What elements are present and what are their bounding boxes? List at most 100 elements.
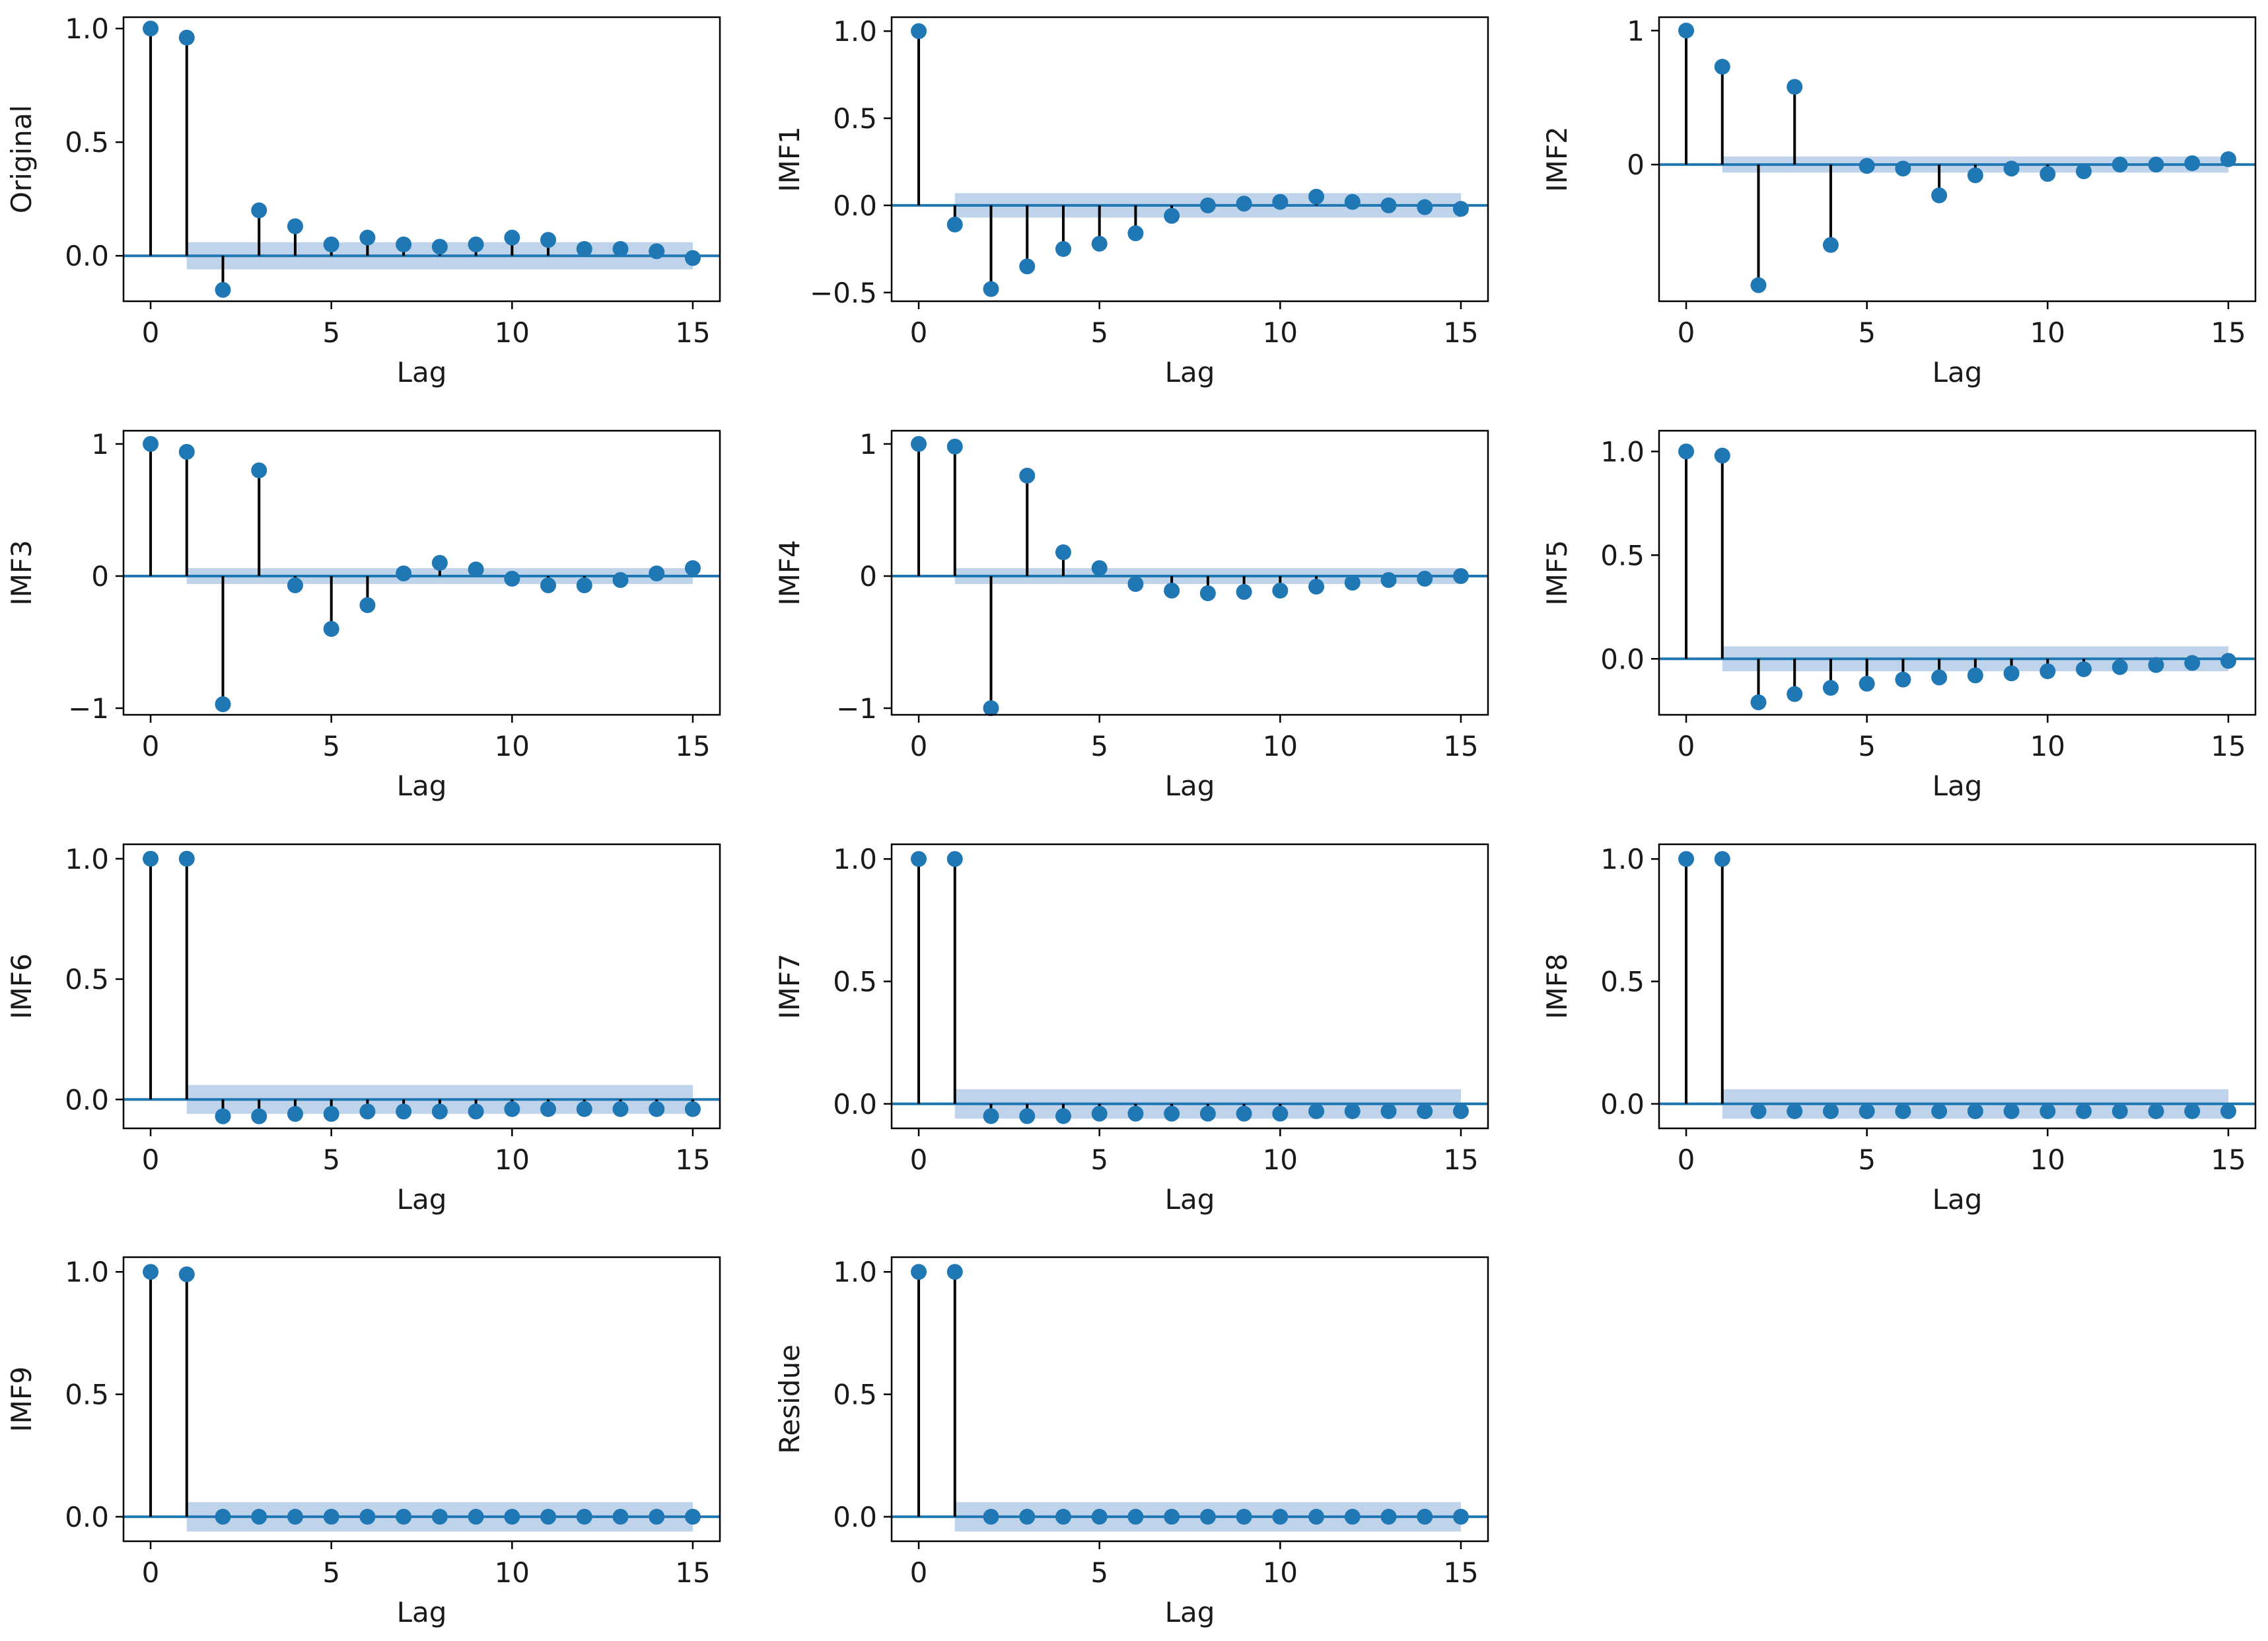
- marker-lag-2: [983, 1108, 999, 1124]
- x-axis-label: Lag: [397, 356, 447, 388]
- marker-lag-2: [983, 700, 999, 716]
- marker-lag-0: [911, 1264, 927, 1280]
- marker-lag-13: [1380, 1508, 1397, 1525]
- x-tick-label-10: 10: [1263, 1144, 1298, 1176]
- marker-lag-5: [1859, 158, 1875, 174]
- marker-lag-4: [1055, 1108, 1071, 1124]
- marker-lag-6: [1127, 1508, 1144, 1525]
- y-axis-label: Residue: [773, 1344, 806, 1454]
- marker-lag-3: [1787, 1103, 1803, 1120]
- y-tick-label-2: 1.0: [1600, 843, 1645, 875]
- x-tick-label-10: 10: [495, 730, 530, 762]
- x-tick-label-5: 5: [1858, 1144, 1876, 1176]
- marker-lag-4: [1822, 680, 1839, 696]
- axes-frame: [1658, 16, 2257, 303]
- marker-lag-3: [251, 202, 267, 219]
- y-tick-label-2: 1.0: [833, 1256, 877, 1288]
- marker-lag-4: [1055, 240, 1071, 257]
- x-axis-label: Lag: [1165, 1596, 1215, 1628]
- x-tick-label-10: 10: [2030, 316, 2065, 349]
- y-tick-label-0: 0.0: [65, 1083, 109, 1116]
- marker-lag-6: [1127, 1105, 1144, 1122]
- x-tick-label-5: 5: [322, 1144, 340, 1176]
- x-tick-label-0: 0: [142, 316, 160, 349]
- marker-lag-7: [1164, 583, 1180, 599]
- marker-lag-8: [1967, 167, 1983, 184]
- acf-panel-imf3: 0 5 10 15 −1 0 1 Lag IMF3: [5, 428, 721, 802]
- marker-lag-4: [1055, 1508, 1071, 1525]
- marker-lag-1: [178, 850, 195, 867]
- marker-lag-12: [576, 577, 592, 593]
- marker-lag-13: [612, 240, 629, 257]
- y-tick-label-2: 1.0: [65, 13, 109, 45]
- marker-lag-1: [178, 1266, 195, 1282]
- axes-frame: [122, 429, 721, 716]
- marker-lag-9: [1236, 1105, 1252, 1122]
- y-tick-label-0: 0.0: [1600, 643, 1645, 675]
- marker-lag-12: [1344, 194, 1361, 210]
- marker-lag-12: [576, 1101, 592, 1117]
- marker-lag-11: [1308, 188, 1325, 205]
- marker-lag-12: [2111, 157, 2128, 173]
- marker-lag-15: [684, 1101, 701, 1117]
- marker-lag-14: [2184, 1103, 2201, 1120]
- marker-lag-11: [1308, 1103, 1325, 1120]
- x-tick-label-15: 15: [2211, 1144, 2246, 1176]
- x-tick-label-0: 0: [1678, 730, 1695, 762]
- marker-lag-6: [1895, 671, 1911, 688]
- y-tick-label-1: 0: [859, 560, 877, 593]
- marker-lag-6: [359, 1103, 376, 1120]
- marker-lag-3: [1019, 1508, 1036, 1525]
- marker-lag-5: [323, 237, 339, 252]
- marker-lag-0: [911, 851, 927, 867]
- x-axis-label: Lag: [1165, 1183, 1215, 1216]
- marker-lag-3: [251, 1508, 267, 1525]
- marker-lag-11: [540, 1508, 557, 1525]
- marker-lag-3: [1019, 258, 1036, 275]
- marker-lag-5: [1091, 1508, 1108, 1525]
- marker-lag-10: [1272, 194, 1289, 210]
- x-tick-label-0: 0: [142, 1556, 160, 1589]
- marker-lag-0: [1678, 22, 1695, 39]
- x-tick-label-10: 10: [2030, 1144, 2065, 1176]
- marker-lag-4: [287, 1106, 303, 1122]
- marker-lag-1: [1714, 59, 1730, 75]
- y-axis-label: IMF5: [1541, 540, 1573, 606]
- marker-lag-8: [1199, 1508, 1216, 1525]
- marker-lag-11: [2076, 1103, 2092, 1120]
- x-tick-label-0: 0: [1678, 1144, 1695, 1176]
- marker-lag-9: [468, 562, 484, 577]
- x-tick-label-0: 0: [1678, 316, 1695, 349]
- marker-lag-14: [649, 1508, 665, 1525]
- x-axis-label: Lag: [397, 1596, 447, 1628]
- marker-lag-12: [576, 240, 592, 257]
- y-axis-label: IMF7: [773, 953, 806, 1019]
- marker-lag-14: [649, 565, 665, 581]
- marker-lag-0: [143, 850, 159, 867]
- marker-lag-15: [2220, 1103, 2236, 1120]
- y-tick-label-2: 1.0: [65, 1256, 109, 1288]
- marker-lag-14: [1417, 571, 1433, 587]
- marker-lag-5: [323, 1106, 339, 1122]
- marker-lag-12: [1344, 575, 1361, 591]
- marker-lag-6: [359, 597, 376, 613]
- marker-lag-7: [1164, 1105, 1180, 1122]
- acf-panel-residue: 0 5 10 15 0.0 0.5 1.0 Lag Residue: [773, 1256, 1489, 1628]
- x-tick-label-15: 15: [2211, 730, 2246, 762]
- marker-lag-12: [576, 1508, 592, 1525]
- x-tick-label-15: 15: [2211, 316, 2246, 349]
- x-tick-label-10: 10: [1263, 730, 1298, 762]
- x-axis-label: Lag: [397, 770, 447, 802]
- marker-lag-6: [359, 229, 376, 246]
- marker-lag-9: [468, 1508, 484, 1525]
- marker-lag-15: [684, 560, 701, 576]
- x-tick-label-5: 5: [1090, 730, 1108, 762]
- marker-lag-14: [2184, 155, 2201, 172]
- marker-lag-13: [1380, 1103, 1397, 1120]
- marker-lag-1: [178, 444, 195, 460]
- y-tick-label-1: 0.5: [833, 1379, 877, 1411]
- marker-lag-9: [1236, 196, 1252, 212]
- marker-lag-4: [1822, 1103, 1839, 1120]
- x-tick-label-10: 10: [495, 1144, 530, 1176]
- marker-lag-15: [2220, 653, 2236, 669]
